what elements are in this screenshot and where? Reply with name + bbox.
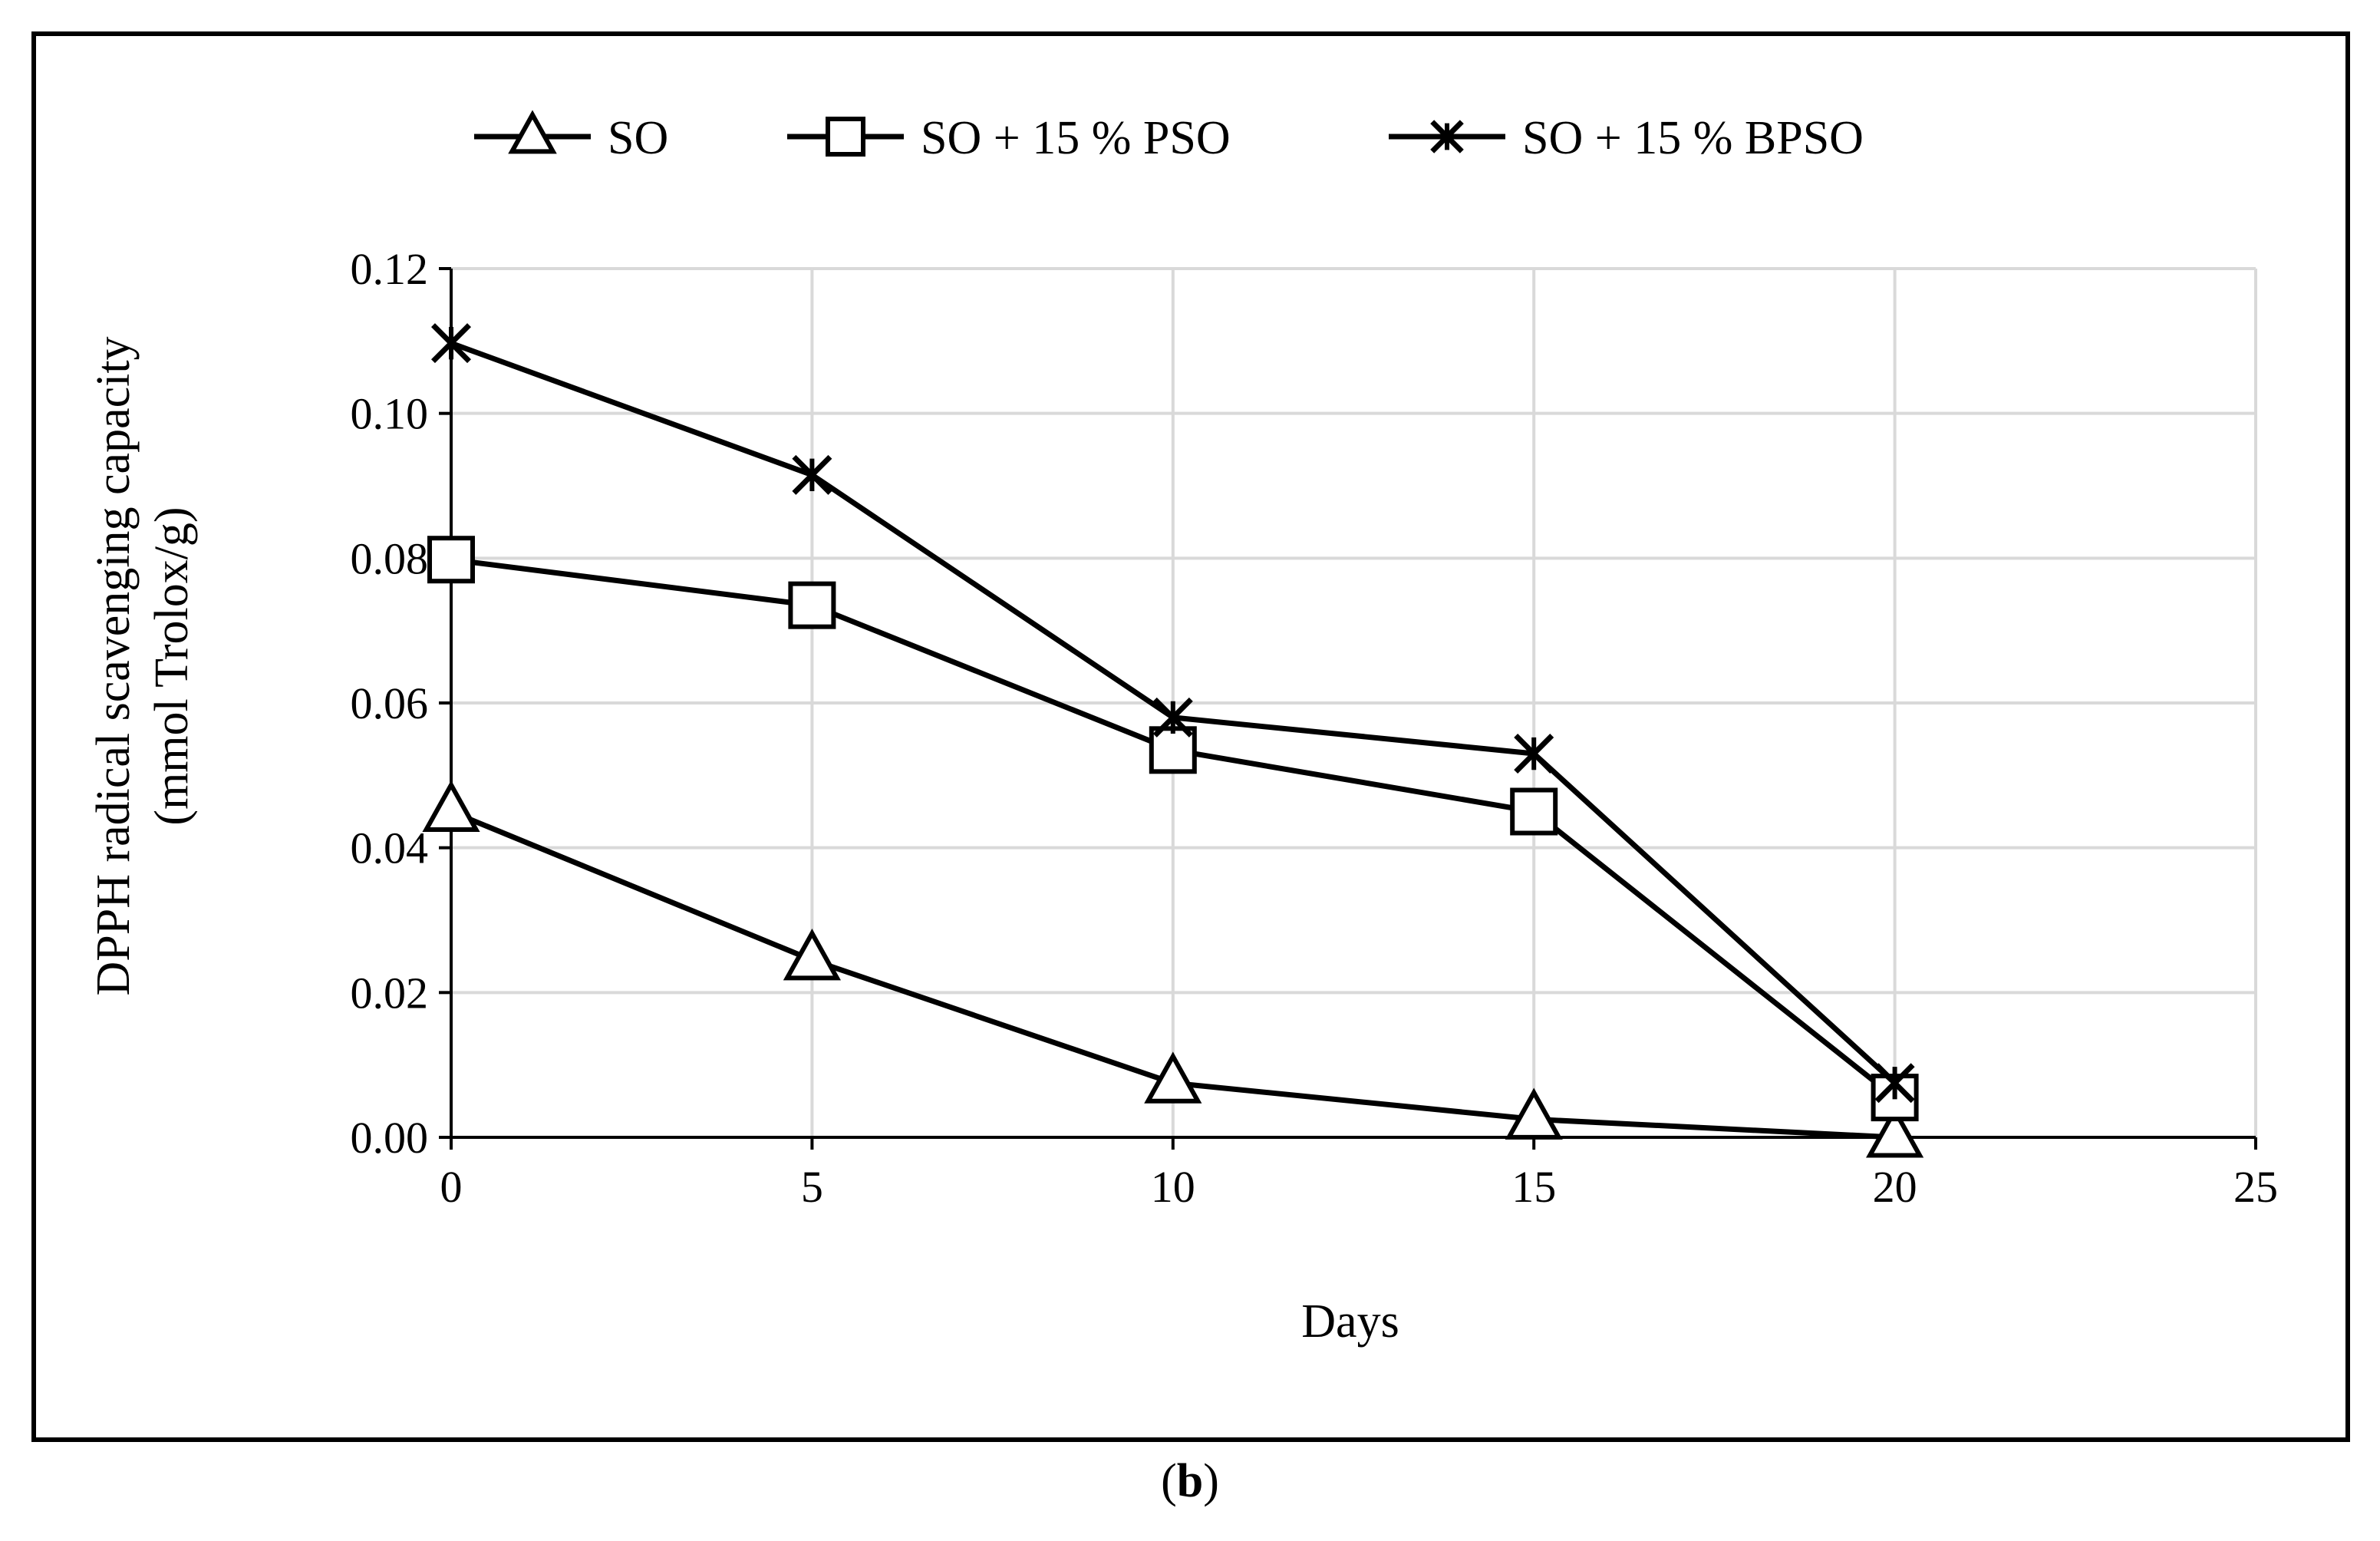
panel-label-letter: b [1176, 1455, 1204, 1507]
y-axis-label: DPPH radical scavenging capacity (mmol T… [87, 336, 198, 995]
legend-label: SO [608, 112, 668, 164]
x-tick-label: 5 [801, 1162, 823, 1212]
marker-triangle [422, 780, 480, 833]
marker-square [1149, 726, 1197, 774]
marker-square [788, 581, 836, 629]
marker-x-star [792, 454, 832, 495]
marker-square [826, 117, 865, 157]
y-axis-label-line2: (mmol Trolox/g) [146, 507, 198, 825]
y-tick-label: 0.06 [351, 678, 429, 728]
series-x-star [431, 323, 1915, 1104]
legend: SO SO + 15 % PSO SO + 15 % BPSO [474, 110, 1864, 164]
legend-item: SO + 15 % BPSO [1389, 112, 1864, 164]
panel-label-close: ) [1203, 1455, 1219, 1507]
marker-triangle [508, 110, 557, 154]
panel-label-open: ( [1161, 1455, 1177, 1507]
y-tick-label: 0.12 [351, 244, 429, 294]
x-tick-label: 25 [2233, 1162, 2278, 1212]
x-tick-label: 15 [1511, 1162, 1556, 1212]
y-axis-label-line1: DPPH radical scavenging capacity [87, 336, 140, 995]
y-tick-label: 0.04 [351, 823, 429, 873]
marker-triangle [1505, 1087, 1563, 1140]
marker-square [427, 536, 475, 584]
marker-triangle [1866, 1106, 1924, 1158]
x-tick-label: 20 [1873, 1162, 1917, 1212]
x-axis-label: Days [1301, 1295, 1399, 1348]
marker-x-star [1430, 120, 1464, 153]
panel-label: (b) [0, 1454, 2380, 1509]
marker-x-star [1152, 697, 1193, 738]
y-tick-label: 0.10 [351, 389, 429, 439]
legend-label: SO + 15 % PSO [921, 112, 1231, 164]
marker-triangle [783, 929, 841, 981]
x-tick-label: 10 [1151, 1162, 1195, 1212]
series-triangle [422, 780, 1924, 1158]
axes: 0.00 0.02 0.04 0.06 0.08 0.10 0.12 0 5 10 15 20 25 [351, 244, 2279, 1212]
legend-item: SO [474, 110, 668, 164]
series-square [427, 536, 1919, 1122]
legend-label: SO + 15 % BPSO [1522, 112, 1864, 164]
marker-x-star [431, 323, 471, 364]
series [422, 323, 1924, 1158]
y-tick-label: 0.02 [351, 968, 429, 1018]
marker-x-star [1874, 1063, 1915, 1104]
x-tick-label: 0 [440, 1162, 463, 1212]
legend-item: SO + 15 % PSO [787, 112, 1231, 164]
y-tick-label: 0.08 [351, 533, 429, 583]
marker-square [1510, 787, 1558, 836]
gridlines [451, 267, 2257, 1137]
marker-triangle [1144, 1051, 1202, 1104]
y-tick-label: 0.00 [351, 1113, 429, 1163]
marker-x-star [1514, 734, 1554, 774]
